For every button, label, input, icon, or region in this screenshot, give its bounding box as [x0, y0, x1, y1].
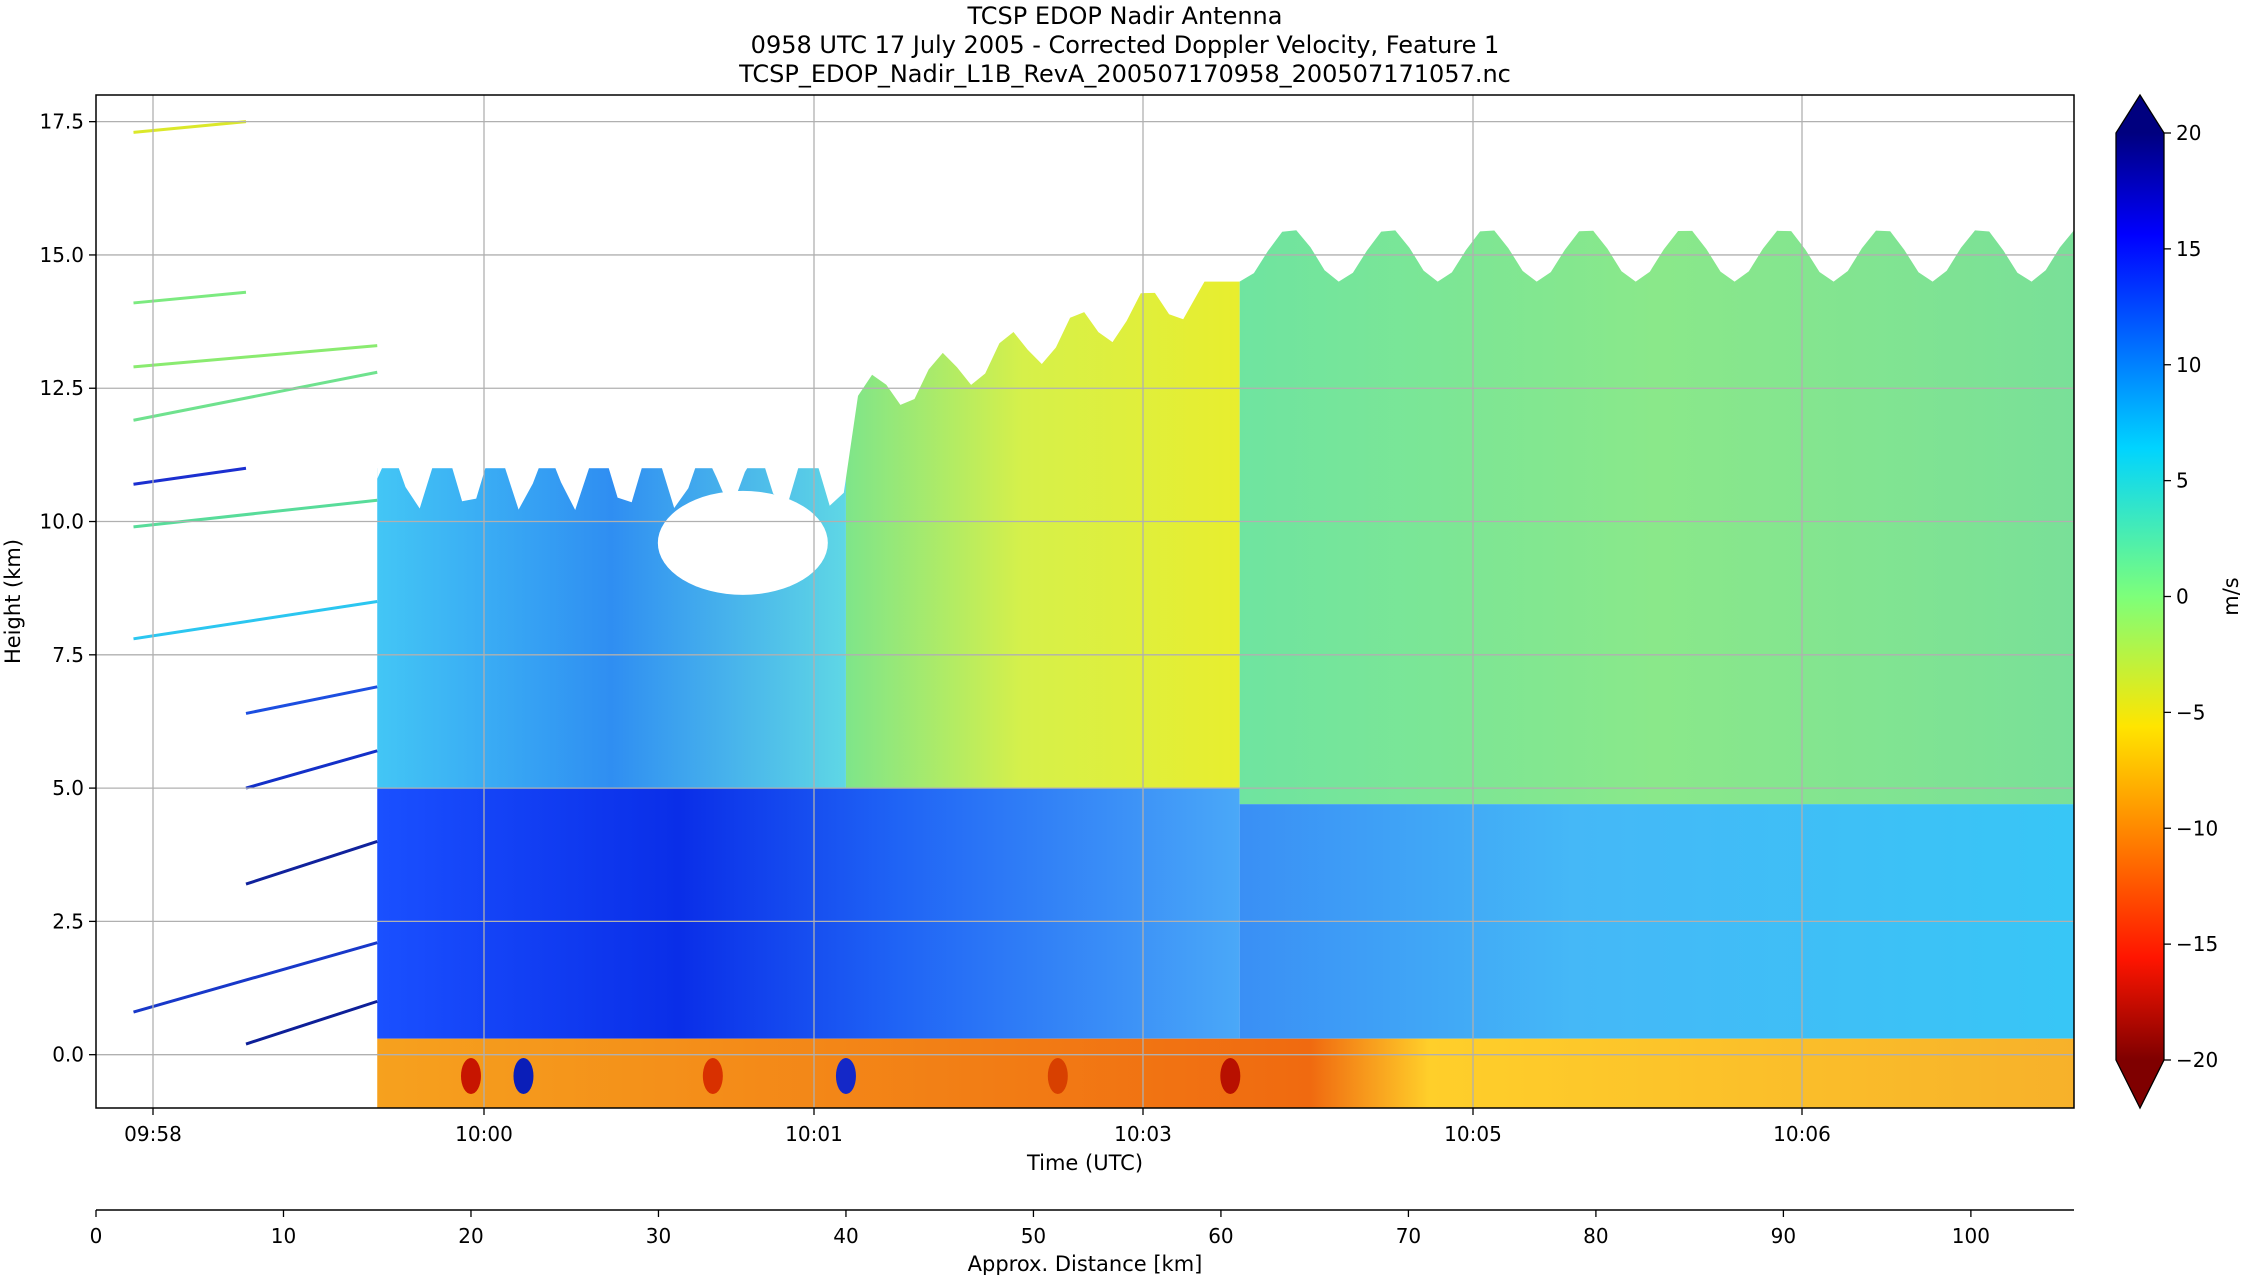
x-tick-label: 09:58 — [124, 1122, 182, 1146]
y-tick-label: 17.5 — [39, 110, 84, 134]
colorbar-tick-label: 20 — [2176, 121, 2201, 145]
distance-axis-label: Approx. Distance [km] — [968, 1252, 1203, 1275]
colorbar-tick-label: 15 — [2176, 237, 2201, 261]
colorbar-tick-label: −15 — [2176, 932, 2218, 956]
y-tick-label: 0.0 — [52, 1043, 84, 1067]
aircraft-trace — [133, 290, 247, 305]
axes: 0.0 2.5 5.0 7.5 10.0 12.5 15.0 17.5 09:58 10:00 10… — [39, 93, 2218, 1248]
aircraft-trace — [245, 839, 378, 886]
colorbar-extend-bottom — [2116, 1060, 2164, 1108]
surface-echo — [1220, 1058, 1241, 1095]
x-tick-label: 10:00 — [455, 1122, 513, 1146]
chart-title-line-1: TCSP EDOP Nadir Antenna — [967, 2, 1283, 30]
grid-lines — [96, 95, 2074, 1108]
colorbar-label: m/s — [2219, 577, 2243, 615]
aircraft-trace — [133, 344, 378, 369]
clear-air-above-cloud — [377, 95, 2075, 511]
colorbar-tick-label: −5 — [2176, 700, 2205, 724]
colorbar-tick-label: 5 — [2176, 469, 2189, 493]
aircraft-trace — [133, 120, 247, 134]
distance-tick-label: 0 — [90, 1224, 103, 1248]
velocity-region — [1239, 201, 2074, 805]
distance-tick-label: 90 — [1771, 1224, 1796, 1248]
distance-tick-label: 80 — [1583, 1224, 1608, 1248]
velocity-field — [133, 95, 2075, 1108]
y-tick-label: 15.0 — [39, 243, 84, 267]
aircraft-trace — [245, 749, 378, 790]
chart-title-line-3: TCSP_EDOP_Nadir_L1B_RevA_200507170958_20… — [739, 60, 1511, 88]
colorbar-extend-top — [2116, 95, 2164, 133]
y-tick-label: 5.0 — [52, 776, 84, 800]
distance-tick-label: 100 — [1952, 1224, 1990, 1248]
distance-tick-label: 30 — [646, 1224, 671, 1248]
surface-echo — [460, 1058, 481, 1095]
aircraft-trace — [133, 466, 247, 486]
clear-air-pocket — [657, 490, 828, 595]
y-tick-label: 7.5 — [52, 643, 84, 667]
aircraft-trace — [133, 498, 378, 529]
plot-frame — [95, 94, 2075, 1109]
aircraft-trace — [133, 600, 378, 641]
y-axis-label: Height (km) — [1, 539, 25, 664]
colorbar-gradient — [2116, 133, 2164, 1060]
distance-tick-label: 10 — [271, 1224, 296, 1248]
velocity-region — [377, 788, 1240, 1039]
distance-tick-label: 40 — [833, 1224, 858, 1248]
surface-echo — [1047, 1058, 1068, 1095]
x-tick-label: 10:03 — [1114, 1122, 1172, 1146]
y-tick-label: 12.5 — [39, 376, 84, 400]
colorbar-tick-label: 0 — [2176, 585, 2189, 609]
aircraft-trace — [133, 370, 378, 422]
surface-echo — [702, 1058, 723, 1095]
distance-tick-label: 70 — [1396, 1224, 1421, 1248]
colorbar-tick-label: −10 — [2176, 816, 2218, 840]
y-tick-label: 10.0 — [39, 510, 84, 534]
aircraft-trace — [245, 999, 378, 1046]
aircraft-trace — [245, 685, 378, 715]
surface-echo — [513, 1058, 534, 1095]
colorbar-tick-label: 10 — [2176, 353, 2201, 377]
x-tick-label: 10:06 — [1773, 1122, 1831, 1146]
surface-echo — [835, 1058, 856, 1095]
aircraft-trace — [133, 941, 378, 1014]
x-axis-label: Time (UTC) — [1026, 1151, 1143, 1175]
x-tick-label: 10:01 — [785, 1122, 843, 1146]
colorbar-tick-label: −20 — [2176, 1048, 2218, 1072]
distance-tick-label: 50 — [1021, 1224, 1046, 1248]
y-tick-label: 2.5 — [52, 909, 84, 933]
x-tick-label: 10:05 — [1444, 1122, 1502, 1146]
distance-tick-label: 20 — [458, 1224, 483, 1248]
distance-tick-label: 60 — [1208, 1224, 1233, 1248]
chart-title-line-2: 0958 UTC 17 July 2005 - Corrected Dopple… — [750, 31, 1500, 59]
